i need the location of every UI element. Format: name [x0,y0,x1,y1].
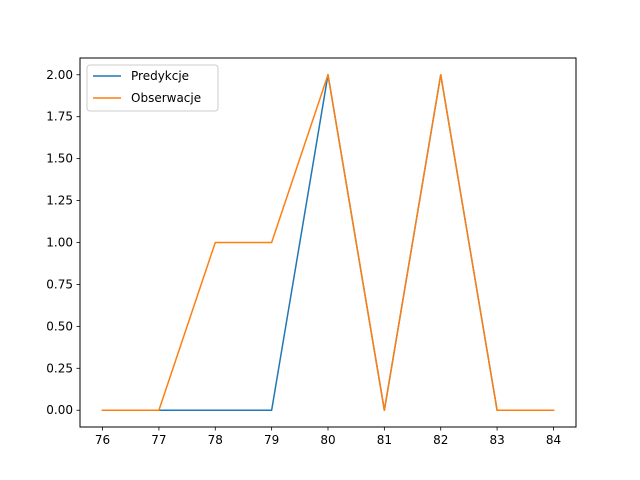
x-tick-label: 84 [546,433,561,447]
series-layer [101,74,555,411]
x-tick-label: 80 [320,433,335,447]
x-tick-label: 78 [208,433,223,447]
y-tick-label: 1.50 [46,152,73,166]
plot-area-frame [79,57,577,428]
y-tick-label: 1.75 [46,110,73,124]
legend-label-obserwacje: Obserwacje [131,91,201,105]
y-tick-label: 0.00 [46,403,73,417]
y-tick-label: 0.75 [46,277,73,291]
legend-label-predykcje: Predykcje [131,69,189,83]
y-tick-label: 0.25 [46,361,73,375]
y-tick-label: 0.50 [46,319,73,333]
y-tick-label: 2.00 [46,68,73,82]
x-tick-label: 82 [433,433,448,447]
x-tick-label: 81 [377,433,392,447]
y-tick-label: 1.25 [46,194,73,208]
x-axis: 76 77 78 79 80 81 82 83 84 [95,427,561,447]
y-tick-label: 1.00 [46,236,73,250]
legend: Predykcje Obserwacje [86,64,219,112]
x-tick-label: 76 [95,433,110,447]
x-tick-label: 83 [489,433,504,447]
y-axis: 0.00 0.25 0.50 0.75 1.00 1.25 1.50 1.75 2.00 [46,68,80,417]
x-tick-label: 79 [264,433,279,447]
x-tick-label: 77 [151,433,166,447]
series-line-predykcje [101,74,555,411]
series-line-obserwacje [101,74,555,411]
